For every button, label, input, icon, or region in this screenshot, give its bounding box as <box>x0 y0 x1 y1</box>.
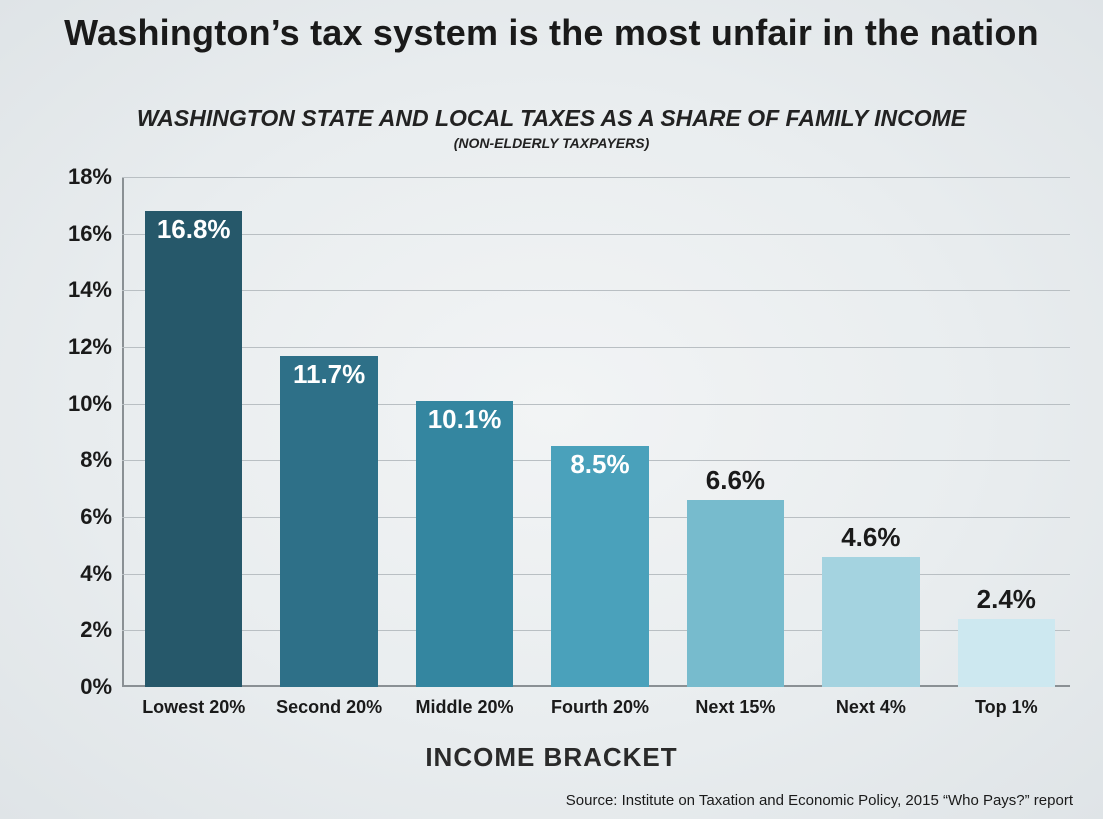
x-tick-label: Second 20% <box>261 697 396 718</box>
page-root: Washington’s tax system is the most unfa… <box>0 0 1103 819</box>
bar <box>280 356 378 688</box>
y-tick-label: 4% <box>52 561 112 587</box>
gridline <box>122 177 1070 178</box>
x-tick-label: Top 1% <box>939 697 1074 718</box>
bar-value-label: 4.6% <box>822 522 920 553</box>
x-tick-label: Middle 20% <box>397 697 532 718</box>
x-tick-label: Next 4% <box>803 697 938 718</box>
gridline <box>122 234 1070 235</box>
x-tick-label: Next 15% <box>668 697 803 718</box>
gridline <box>122 347 1070 348</box>
chart-plot-area: 16.8% 11.7% 10.1% 8.5% 6.6% 4.6% 2.4% <box>122 177 1070 687</box>
y-tick-label: 12% <box>52 334 112 360</box>
main-title: Washington’s tax system is the most unfa… <box>0 12 1103 54</box>
x-tick-label: Lowest 20% <box>126 697 261 718</box>
y-tick-label: 14% <box>52 277 112 303</box>
bar-value-label: 8.5% <box>551 449 649 480</box>
bar-value-label: 10.1% <box>416 404 514 435</box>
bar-value-label: 6.6% <box>687 465 785 496</box>
bar <box>145 211 243 687</box>
bar <box>416 401 514 687</box>
y-tick-label: 10% <box>52 391 112 417</box>
y-tick-label: 8% <box>52 447 112 473</box>
x-tick-label: Fourth 20% <box>532 697 667 718</box>
gridline <box>122 290 1070 291</box>
bar <box>687 500 785 687</box>
bar-value-label: 11.7% <box>280 359 378 390</box>
bar-value-label: 16.8% <box>145 214 243 245</box>
y-tick-label: 16% <box>52 221 112 247</box>
y-tick-label: 6% <box>52 504 112 530</box>
subtitle-note: (NON-ELDERLY TAXPAYERS) <box>0 135 1103 151</box>
x-axis-title: INCOME BRACKET <box>0 742 1103 773</box>
bar <box>958 619 1056 687</box>
y-tick-label: 18% <box>52 164 112 190</box>
source-text: Source: Institute on Taxation and Econom… <box>566 792 1073 809</box>
y-tick-label: 0% <box>52 674 112 700</box>
y-tick-label: 2% <box>52 617 112 643</box>
gridline <box>122 404 1070 405</box>
subtitle: WASHINGTON STATE AND LOCAL TAXES AS A SH… <box>0 105 1103 132</box>
bar <box>551 446 649 687</box>
bar-value-label: 2.4% <box>958 584 1056 615</box>
bar <box>822 557 920 687</box>
y-axis-line <box>122 177 124 687</box>
